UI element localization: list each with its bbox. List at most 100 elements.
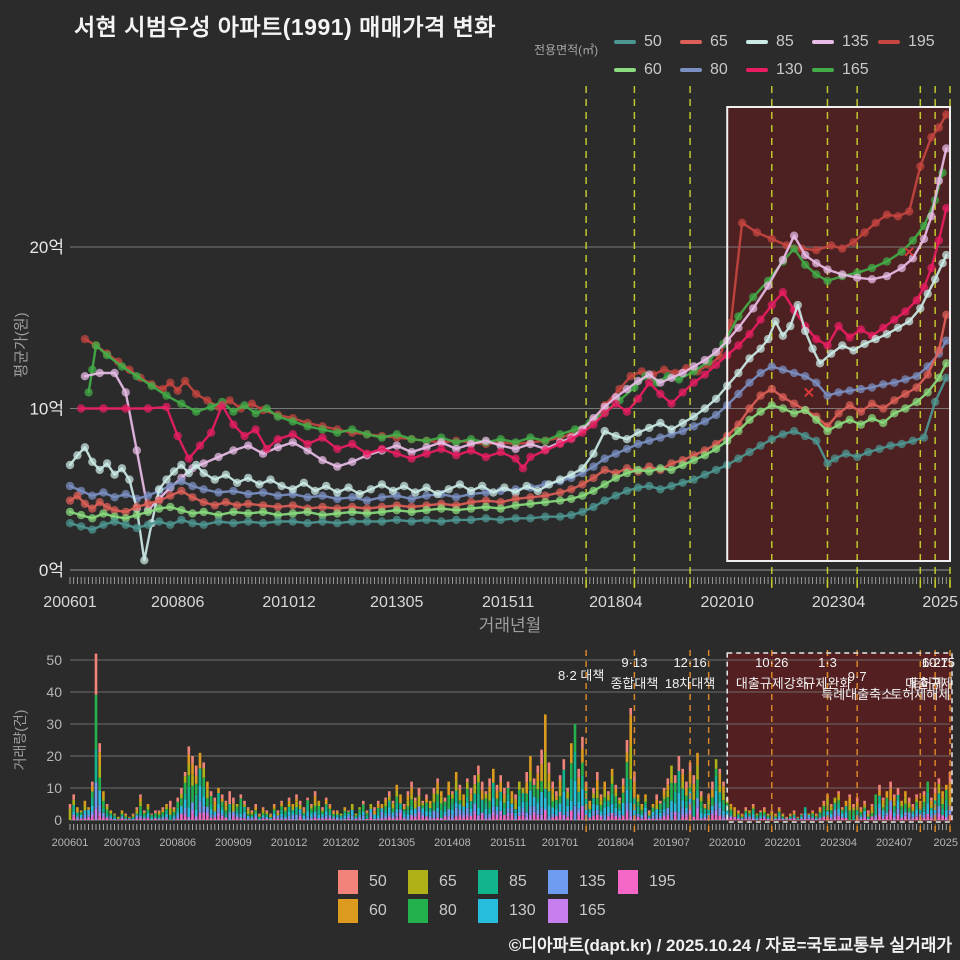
volume-bar-segment <box>191 802 194 811</box>
data-point <box>65 481 75 491</box>
volume-bar-segment <box>896 795 900 801</box>
data-point <box>95 498 104 507</box>
volume-bar-segment <box>391 812 395 816</box>
data-point <box>923 388 932 397</box>
volume-bar-segment <box>117 816 120 818</box>
data-point <box>392 515 401 525</box>
price-xtick-label: 202304 <box>812 594 865 611</box>
volume-bar-segment <box>900 806 903 810</box>
volume-bar-segment <box>811 810 814 812</box>
volume-bar-segment <box>577 784 580 792</box>
volume-bar-segment <box>774 814 777 816</box>
volume-bar-segment <box>655 814 658 819</box>
volume-bar-segment <box>284 819 287 820</box>
volume-bar-segment <box>685 788 688 793</box>
data-point <box>611 473 620 483</box>
volume-bar-segment <box>722 800 725 805</box>
volume-bar-segment <box>893 805 896 810</box>
legend-item-label: 85 <box>509 872 527 890</box>
volume-bar-segment <box>350 815 354 820</box>
data-point <box>934 236 944 245</box>
data-point <box>303 507 312 517</box>
volume-bar-segment <box>276 810 280 813</box>
data-point <box>318 510 327 520</box>
data-point <box>801 372 810 381</box>
volume-bar-segment <box>246 819 250 820</box>
volume-bar-segment <box>503 794 506 799</box>
volume-bar-segment <box>859 807 863 810</box>
volume-bar-segment <box>220 806 224 810</box>
volume-bar-segment <box>703 818 707 820</box>
volume-bar-segment <box>395 802 399 809</box>
volume-bar-segment <box>573 751 577 781</box>
volume-bar-segment <box>458 800 462 805</box>
volume-bar-segment <box>458 809 462 815</box>
volume-bar-segment <box>365 818 369 820</box>
data-point <box>689 456 698 465</box>
volume-bar-segment <box>529 814 532 820</box>
volume-bar-segment <box>751 810 755 815</box>
volume-bar-segment <box>777 815 781 818</box>
volume-bar-segment <box>146 806 150 810</box>
volume-bar-segment <box>551 817 554 820</box>
volume-bar-segment <box>907 802 911 808</box>
volume-bar-segment <box>310 812 313 815</box>
data-point <box>496 498 505 507</box>
data-point <box>143 404 153 413</box>
volume-bar-segment <box>380 817 384 820</box>
volume-bar-segment <box>514 803 517 810</box>
volume-bar-segment <box>191 810 194 815</box>
volume-bar-segment <box>250 814 254 817</box>
data-point <box>678 388 687 397</box>
volume-bar-segment <box>109 817 113 819</box>
top-legend-item-65: 65 <box>680 33 746 51</box>
data-point <box>734 420 743 429</box>
volume-bar-segment <box>451 809 454 815</box>
volume-bar-segment <box>298 809 302 814</box>
volume-bar-segment <box>432 810 436 818</box>
volume-bar-segment <box>707 798 710 802</box>
data-point <box>407 435 416 444</box>
data-point <box>845 401 854 410</box>
data-point <box>99 520 108 529</box>
volume-bar-segment <box>822 818 826 820</box>
volume-bar-segment <box>488 800 491 809</box>
data-point <box>711 360 721 370</box>
volume-bar-segment <box>332 818 335 820</box>
data-point <box>229 420 238 429</box>
volume-bar-segment <box>596 814 599 820</box>
data-point <box>496 515 505 525</box>
volume-bar-segment <box>729 812 733 816</box>
volume-bar-segment <box>878 784 881 791</box>
volume-bar-segment <box>518 795 521 806</box>
volume-bar-segment <box>369 804 373 809</box>
data-point <box>934 346 944 355</box>
volume-bar-segment <box>347 818 350 820</box>
volume-bar-segment <box>135 807 139 810</box>
volume-bar-segment <box>881 803 885 808</box>
volume-bar-segment <box>699 812 703 819</box>
volume-bar-segment <box>570 800 573 811</box>
volume-bar-segment <box>436 801 439 808</box>
volume-bar-segment <box>232 816 235 820</box>
volume-bar-segment <box>729 804 733 807</box>
volume-bar-segment <box>310 814 313 818</box>
volume-bar-segment <box>298 813 302 816</box>
volume-bar-segment <box>146 818 150 820</box>
data-point <box>645 370 654 379</box>
volume-bar-segment <box>161 815 165 818</box>
volume-bar-segment <box>473 803 476 812</box>
volume-bar-segment <box>748 814 751 817</box>
volume-bar-segment <box>867 819 870 820</box>
volume-bar-segment <box>803 818 807 820</box>
volume-bar-segment <box>722 817 725 820</box>
data-point <box>203 396 212 405</box>
volume-bar-segment <box>655 804 658 810</box>
volume-bar-segment <box>930 800 933 805</box>
data-point <box>812 436 821 445</box>
data-point <box>812 259 821 268</box>
volume-bar-segment <box>220 798 224 802</box>
data-point <box>567 494 576 504</box>
volume-bar-segment <box>930 805 933 808</box>
volume-bar-segment <box>454 772 458 781</box>
